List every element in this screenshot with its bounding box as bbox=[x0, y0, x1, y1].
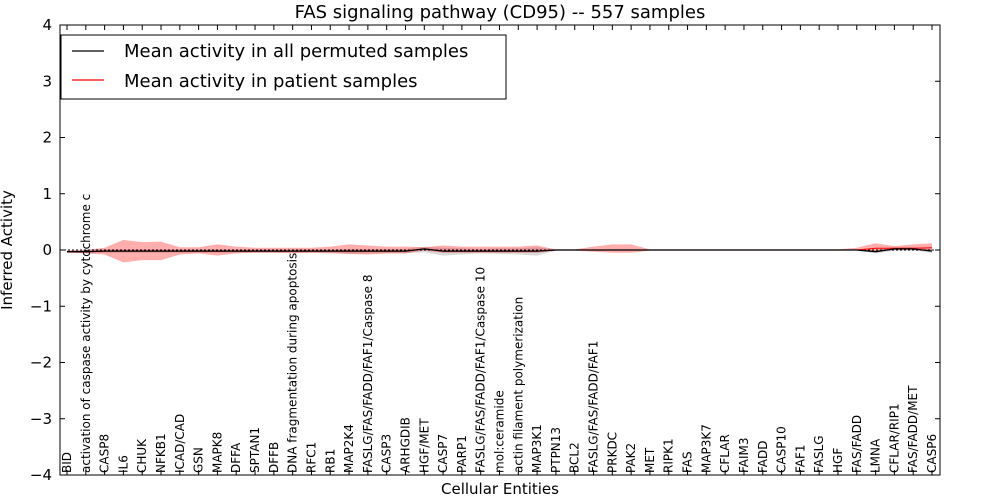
x-tick-label: BID bbox=[60, 452, 74, 473]
x-tick-label: MAPK8 bbox=[210, 432, 224, 473]
x-tick-label: RB1 bbox=[323, 449, 337, 473]
x-tick-label: CHUK bbox=[135, 438, 149, 473]
y-tick-label: −1 bbox=[30, 297, 52, 315]
x-tick-label: FAS/FADD bbox=[850, 415, 864, 473]
x-tick-label: NFKB1 bbox=[154, 433, 168, 473]
x-tick-label: FASLG/FAS/FADD/FAF1 bbox=[587, 341, 601, 473]
x-tick-label: FAF1 bbox=[793, 444, 807, 473]
x-tick-label: actin filament polymerization bbox=[511, 297, 525, 473]
x-tick-label: mol:ceramide bbox=[493, 390, 507, 473]
x-tick-label: DFFA bbox=[229, 442, 243, 473]
y-tick-label: 0 bbox=[42, 241, 52, 259]
x-tick-label: HGF/MET bbox=[417, 418, 431, 473]
x-tick-label: FASLG/FAS/FADD/FAF1/Caspase 8 bbox=[361, 275, 375, 474]
y-tick-label: 1 bbox=[42, 185, 52, 203]
x-tick-label: ARHGDIB bbox=[399, 417, 413, 473]
x-tick-label: HGF bbox=[831, 448, 845, 473]
legend-box bbox=[60, 34, 507, 100]
y-tick-label: 4 bbox=[42, 16, 52, 34]
x-tick-label: ICAD/CAD bbox=[173, 414, 187, 473]
x-tick-label: PAK2 bbox=[624, 443, 638, 473]
x-tick-label: FAS/FADD/MET bbox=[906, 385, 920, 473]
y-tick-label: 2 bbox=[42, 129, 52, 147]
y-axis: −4 −3 −2 −1 0 1 2 3 4 bbox=[30, 16, 940, 484]
x-tick-label: CFLAR/RIP1 bbox=[887, 403, 901, 473]
x-tick-label: SPTAN1 bbox=[248, 427, 262, 473]
x-tick-label: MAP2K4 bbox=[342, 424, 356, 473]
x-tick-label: DNA fragmentation during apoptosis bbox=[286, 253, 300, 473]
x-tick-label: DFFB bbox=[267, 442, 281, 473]
x-tick-label: PARP1 bbox=[455, 435, 469, 473]
legend: Mean activity in all permuted samples Me… bbox=[60, 34, 507, 100]
x-tick-label: PTPN13 bbox=[549, 427, 563, 473]
x-tick-label: IL6 bbox=[116, 455, 130, 473]
x-tick-label: RIPK1 bbox=[662, 438, 676, 473]
x-tick-label: FAS bbox=[681, 451, 695, 473]
x-tick-label: MET bbox=[643, 447, 657, 473]
y-tick-label: −2 bbox=[30, 354, 52, 372]
y-tick-label: 3 bbox=[42, 72, 52, 90]
series-lines bbox=[67, 247, 933, 253]
x-tick-label: RFC1 bbox=[305, 442, 319, 473]
x-tick-label: LMNA bbox=[869, 438, 883, 473]
legend-label-permuted: Mean activity in all permuted samples bbox=[124, 41, 468, 62]
y-tick-label: −4 bbox=[30, 466, 52, 484]
y-axis-label: Inferred Activity bbox=[0, 190, 16, 310]
x-tick-label: CFLAR bbox=[718, 434, 732, 473]
x-tick-label: MAP3K1 bbox=[530, 424, 544, 473]
y-tick-label: −3 bbox=[30, 410, 52, 428]
x-tick-label: CASP6 bbox=[925, 434, 939, 473]
x-tick-label: activation of caspase activity by cytoch… bbox=[79, 194, 93, 473]
x-tick-label: FASLG/FAS/FADD/FAF1/Caspase 10 bbox=[474, 267, 488, 473]
x-axis: BID activation of caspase activity by cyt… bbox=[60, 25, 939, 475]
legend-label-patient: Mean activity in patient samples bbox=[124, 71, 418, 92]
x-tick-label: CASP3 bbox=[380, 434, 394, 473]
x-tick-label: CASP7 bbox=[436, 434, 450, 473]
x-tick-label: MAP3K7 bbox=[699, 424, 713, 473]
line-series-0 bbox=[67, 248, 933, 253]
x-tick-label: CASP10 bbox=[775, 426, 789, 473]
x-tick-label: BCL2 bbox=[568, 442, 582, 473]
x-tick-label: FAIM3 bbox=[737, 437, 751, 473]
x-tick-label: PRKDC bbox=[605, 432, 619, 473]
x-axis-label: Cellular Entities bbox=[441, 480, 559, 498]
x-tick-label: FASLG bbox=[812, 435, 826, 473]
x-tick-label: FADD bbox=[756, 441, 770, 474]
x-tick-label: GSN bbox=[192, 447, 206, 473]
chart-title: FAS signaling pathway (CD95) -- 557 samp… bbox=[295, 2, 706, 23]
x-tick-label: CASP8 bbox=[98, 434, 112, 473]
